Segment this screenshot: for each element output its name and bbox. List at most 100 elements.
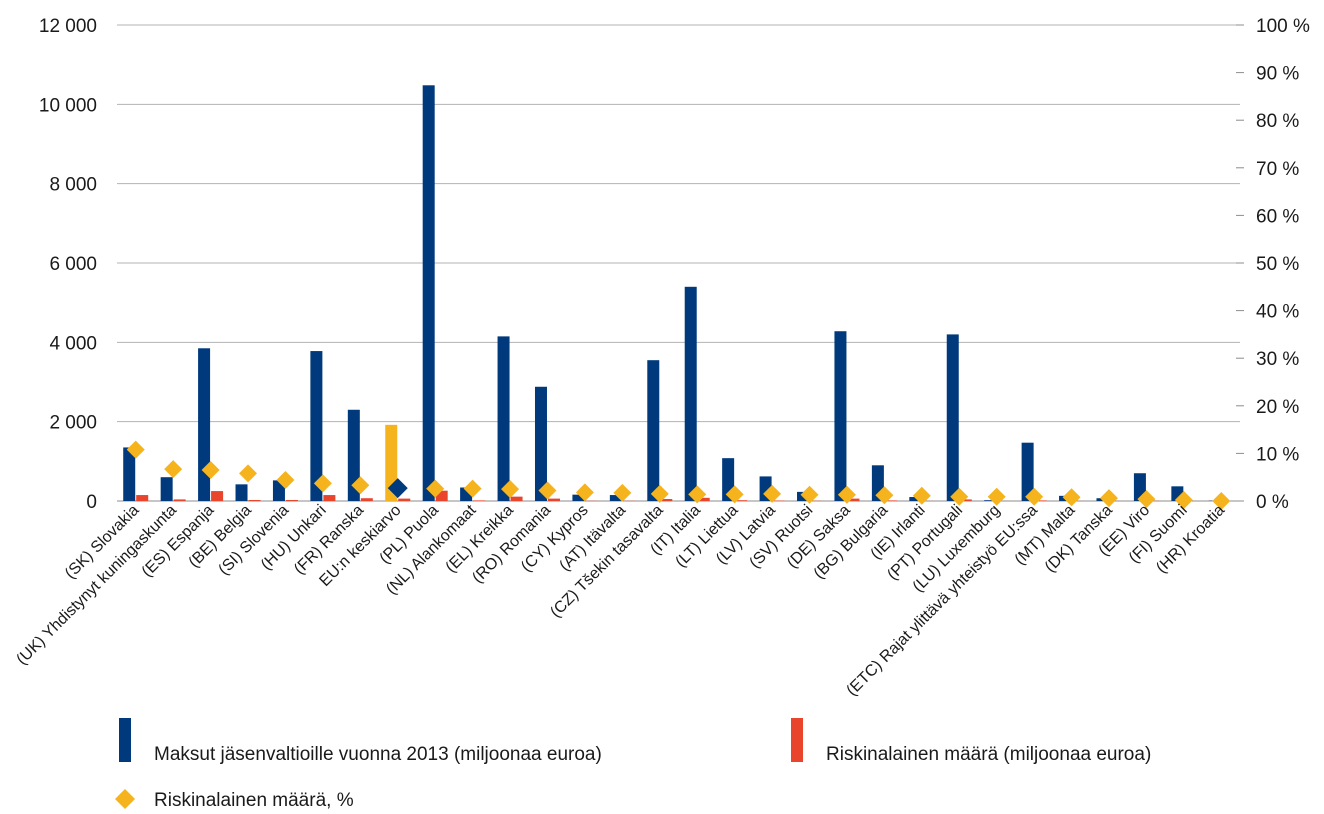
marker-percent-bg-bulgaria xyxy=(875,486,894,505)
marker-percent-es-espanja xyxy=(201,461,220,480)
marker-percent-cy-kypros xyxy=(575,483,594,502)
bar-at-risk-it-italia xyxy=(697,497,710,501)
series-at-risk-amount xyxy=(136,490,1197,501)
bar-payments-de-saksa xyxy=(834,331,847,501)
y-right-tick-label: 100 % xyxy=(1256,16,1310,37)
marker-percent-nl-alankomaat xyxy=(463,479,482,498)
bar-at-risk-sk-slovakia xyxy=(136,495,149,501)
marker-percent-be-belgia xyxy=(239,464,258,483)
bar-at-risk-eu-n-keskiarvo xyxy=(398,498,411,501)
y-right-tick-label: 90 % xyxy=(1256,64,1299,85)
bar-payments-at-itavalta xyxy=(609,495,622,501)
bar-payments-it-italia xyxy=(684,286,697,501)
y-right-tick-label: 10 % xyxy=(1256,444,1299,465)
marker-percent-etc-rajat-ylittava-yhteistyo-eu-ssa xyxy=(1025,487,1044,506)
bar-payments-cz-tsekin-tasavalta xyxy=(647,360,660,501)
marker-percent-at-itavalta xyxy=(613,483,632,502)
bar-at-risk-fr-ranska xyxy=(360,498,373,501)
y-left-tick-label: 6 000 xyxy=(49,254,97,275)
bar-payments-pl-puola xyxy=(422,85,435,501)
bar-at-risk-pl-puola xyxy=(435,490,448,501)
marker-percent-it-italia xyxy=(688,485,707,504)
bar-payments-pt-portugali xyxy=(946,334,959,501)
bar-payments-el-kreikka xyxy=(497,336,510,501)
bar-payments-hu-unkari xyxy=(310,351,323,501)
y-axis-right: 0 % 10 % 20 % 30 % 40 % 50 % 60 % 70 % 80 % 90 % 1… xyxy=(1236,16,1310,513)
bar-payments-es-espanja xyxy=(198,348,211,501)
gridlines xyxy=(117,24,1240,502)
bar-at-risk-be-belgia xyxy=(248,500,261,501)
y-left-tick-label: 4 000 xyxy=(49,333,97,354)
y-right-tick-label: 30 % xyxy=(1256,349,1299,370)
bar-at-risk-si-slovenia xyxy=(285,500,298,501)
marker-percent-mt-malta xyxy=(1062,488,1081,507)
bar-at-risk-lt-liettua xyxy=(735,500,748,501)
bar-payments-uk-yhdistynyt-kuningaskunta xyxy=(160,477,173,501)
bar-payments-ie-irlanti xyxy=(909,497,922,501)
bar-payments-cy-kypros xyxy=(572,494,585,501)
legend-swatch-at-risk-amount xyxy=(791,718,803,762)
marker-percent-ee-viro xyxy=(1137,490,1156,509)
y-right-tick-label: 80 % xyxy=(1256,111,1299,132)
marker-percent-cz-tsekin-tasavalta xyxy=(650,484,669,503)
x-axis: (SK) Slovakia(UK) Yhdistynyt kuningaskun… xyxy=(13,501,1228,699)
marker-percent-lu-luxemburg xyxy=(987,487,1006,506)
y-left-tick-label: 12 000 xyxy=(39,16,97,37)
marker-percent-hu-unkari xyxy=(313,474,332,493)
y-left-tick-label: 8 000 xyxy=(49,175,97,196)
marker-percent-hr-kroatia xyxy=(1212,492,1231,510)
bar-at-risk-uk-yhdistynyt-kuningaskunta xyxy=(173,499,186,501)
bar-at-risk-pt-portugali xyxy=(959,499,972,501)
bar-at-risk-nl-alankomaat xyxy=(473,500,486,501)
y-right-tick-label: 70 % xyxy=(1256,159,1299,180)
bar-at-risk-el-kreikka xyxy=(510,496,523,501)
series-payments xyxy=(123,85,1221,501)
legend: Maksut jäsenvaltioille vuonna 2013 (milj… xyxy=(115,718,1151,811)
bar-at-risk-hu-unkari xyxy=(323,495,336,501)
y-left-tick-label: 10 000 xyxy=(39,95,97,116)
bar-payments-fr-ranska xyxy=(347,409,360,501)
x-tick-label-uk-yhdistynyt-kuningaskunta: (UK) Yhdistynyt kuningaskunta xyxy=(13,502,180,669)
legend-label-at-risk-amount: Riskinalainen määrä (miljoonaa euroa) xyxy=(826,744,1151,765)
marker-percent-fr-ranska xyxy=(351,476,370,495)
marker-percent-uk-yhdistynyt-kuningaskunta xyxy=(164,460,183,479)
legend-label-at-risk-percent: Riskinalainen määrä, % xyxy=(154,790,354,811)
y-left-tick-label: 2 000 xyxy=(49,413,97,434)
marker-percent-ie-irlanti xyxy=(912,486,931,505)
y-right-tick-label: 60 % xyxy=(1256,206,1299,227)
y-right-tick-label: 0 % xyxy=(1256,492,1289,513)
legend-label-payments: Maksut jäsenvaltioille vuonna 2013 (milj… xyxy=(154,744,602,765)
bar-at-risk-es-espanja xyxy=(211,491,224,501)
bar-at-risk-bg-bulgaria xyxy=(884,500,897,501)
bar-payments-etc-rajat-ylittava-yhteistyo-eu-ssa xyxy=(1021,442,1034,501)
y-right-tick-label: 50 % xyxy=(1256,254,1299,275)
marker-percent-pt-portugali xyxy=(950,487,969,506)
bar-at-risk-etc-rajat-ylittava-yhteistyo-eu-ssa xyxy=(1034,500,1047,501)
y-axis-left: 0 2 000 4 000 6 000 8 000 10 000 12 000 xyxy=(39,16,97,513)
y-left-tick-label: 0 xyxy=(86,492,97,513)
marker-percent-sk-slovakia xyxy=(126,440,145,459)
marker-percent-fi-suomi xyxy=(1174,491,1193,510)
bar-payments-ro-romania xyxy=(534,386,547,501)
y-right-tick-label: 40 % xyxy=(1256,302,1299,323)
marker-percent-de-saksa xyxy=(837,485,856,504)
marker-percent-el-kreikka xyxy=(501,480,520,499)
bar-payments-be-belgia xyxy=(235,484,248,501)
marker-percent-dk-tanska xyxy=(1099,489,1118,508)
marker-percent-eu-n-keskiarvo xyxy=(387,478,408,499)
bar-at-risk-ro-romania xyxy=(547,498,560,501)
bar-at-risk-de-saksa xyxy=(847,498,860,501)
legend-swatch-payments xyxy=(119,718,131,762)
bar-payments-lu-luxemburg xyxy=(984,500,997,501)
marker-percent-sv-ruotsi xyxy=(800,485,819,504)
marker-percent-ro-romania xyxy=(538,481,557,500)
bar-payments-sk-slovakia xyxy=(123,447,136,501)
y-right-tick-label: 20 % xyxy=(1256,397,1299,418)
series-at-risk-percent xyxy=(126,440,1231,510)
legend-swatch-at-risk-percent xyxy=(115,789,135,809)
marker-percent-lt-liettua xyxy=(725,485,744,504)
marker-percent-si-slovenia xyxy=(276,471,295,490)
marker-percent-pl-puola xyxy=(426,479,445,498)
bar-at-risk-cz-tsekin-tasavalta xyxy=(660,499,673,501)
